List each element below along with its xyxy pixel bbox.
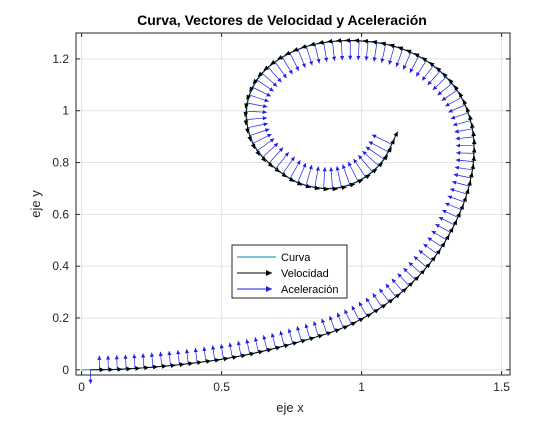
- x-axis-label: eje x: [276, 400, 304, 415]
- y-axis-label: eje y: [28, 190, 43, 218]
- y-tick-label: 0.6: [52, 207, 69, 221]
- y-tick-label: 0: [62, 363, 69, 377]
- y-tick-label: 1: [62, 104, 69, 118]
- y-tick-label: 1.2: [52, 52, 69, 66]
- plot-area: 0 0.5 1 1.5 0 0.2 0.4 0.6 0.8 1 1.2: [52, 33, 510, 394]
- x-tick-label: 1.5: [493, 380, 510, 394]
- acceleration-arrow: [117, 355, 118, 369]
- chart-title: Curva, Vectores de Velocidad y Aceleraci…: [137, 12, 427, 28]
- legend-label-acceleration: Aceleración: [281, 284, 338, 296]
- legend-label-curve: Curva: [281, 252, 311, 264]
- x-tick-label: 0: [78, 380, 85, 394]
- legend-label-velocity: Velocidad: [281, 268, 329, 280]
- axes-box: [76, 33, 510, 375]
- y-tick-label: 0.8: [52, 156, 69, 170]
- legend: Curva Velocidad Aceleración: [232, 245, 347, 298]
- y-tick-label: 0.4: [52, 259, 69, 273]
- x-tick-label: 1: [358, 380, 365, 394]
- y-tick-label: 0.2: [52, 311, 69, 325]
- acceleration-arrow: [456, 145, 474, 146]
- x-tick-label: 0.5: [213, 380, 230, 394]
